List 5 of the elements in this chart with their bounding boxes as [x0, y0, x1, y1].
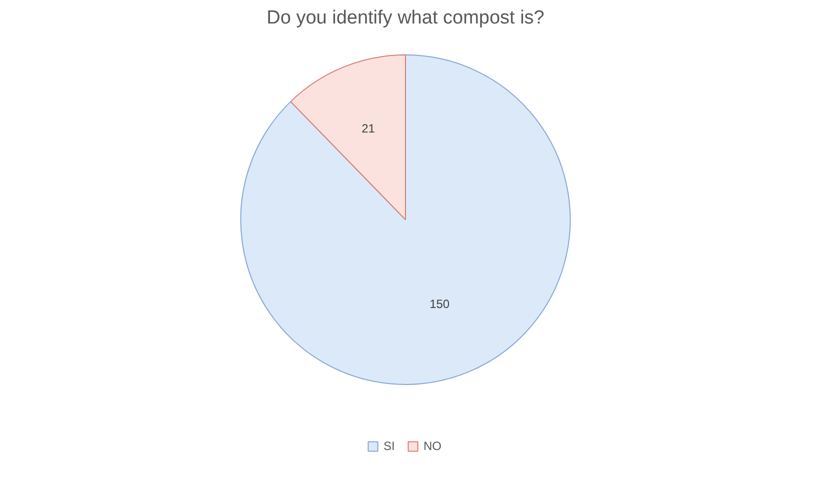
legend-label: NO	[424, 439, 442, 453]
legend-label: SI	[384, 439, 396, 453]
chart-title: Do you identify what compost is?	[266, 8, 544, 28]
data-label: 21	[362, 122, 376, 136]
data-label: 150	[430, 297, 450, 312]
